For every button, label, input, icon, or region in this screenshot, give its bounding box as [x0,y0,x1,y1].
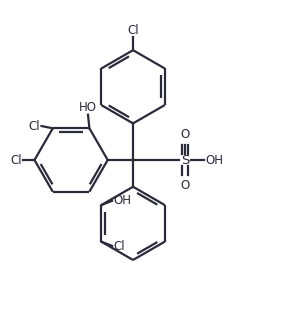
Text: Cl: Cl [10,154,22,166]
Text: Cl: Cl [29,120,40,132]
Text: OH: OH [113,194,131,207]
Text: O: O [181,179,190,192]
Text: Cl: Cl [113,240,125,253]
Text: HO: HO [79,101,97,114]
Text: Cl: Cl [127,24,139,37]
Text: O: O [181,128,190,141]
Text: S: S [181,154,189,166]
Text: OH: OH [205,154,223,166]
